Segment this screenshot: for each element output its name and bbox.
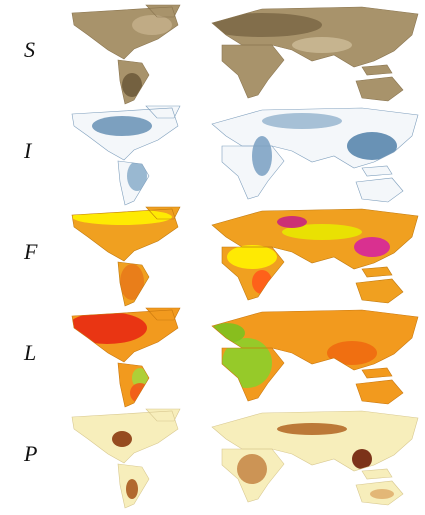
region <box>67 312 147 344</box>
region <box>227 245 277 269</box>
region <box>92 116 152 136</box>
world-map <box>62 106 422 206</box>
region <box>277 423 347 435</box>
panel-label: P <box>23 441 37 466</box>
world-map <box>62 5 422 105</box>
region <box>72 209 172 225</box>
land <box>62 308 422 408</box>
region <box>127 161 147 191</box>
land <box>62 207 422 307</box>
region <box>347 132 397 160</box>
world-map <box>62 308 422 408</box>
region <box>354 237 390 257</box>
land <box>62 5 422 105</box>
panel-label: S <box>24 37 35 62</box>
region <box>237 454 267 484</box>
region <box>209 323 245 343</box>
region <box>370 489 394 499</box>
panel-label: L <box>23 340 36 365</box>
land <box>62 106 422 206</box>
region <box>126 479 138 499</box>
region <box>132 15 172 35</box>
region <box>222 338 272 388</box>
land <box>62 409 422 509</box>
world-map <box>62 207 422 307</box>
world-map <box>62 409 422 509</box>
region <box>202 13 322 37</box>
region <box>112 431 132 447</box>
region <box>277 216 307 228</box>
region <box>262 113 342 129</box>
region <box>252 270 272 294</box>
region <box>327 341 377 365</box>
region <box>122 73 142 97</box>
region <box>120 264 144 300</box>
figure: S I F L P <box>0 0 425 515</box>
panel-label: F <box>23 239 38 264</box>
region <box>352 449 372 469</box>
panel-label: I <box>23 138 33 163</box>
region <box>252 136 272 176</box>
region <box>292 37 352 53</box>
